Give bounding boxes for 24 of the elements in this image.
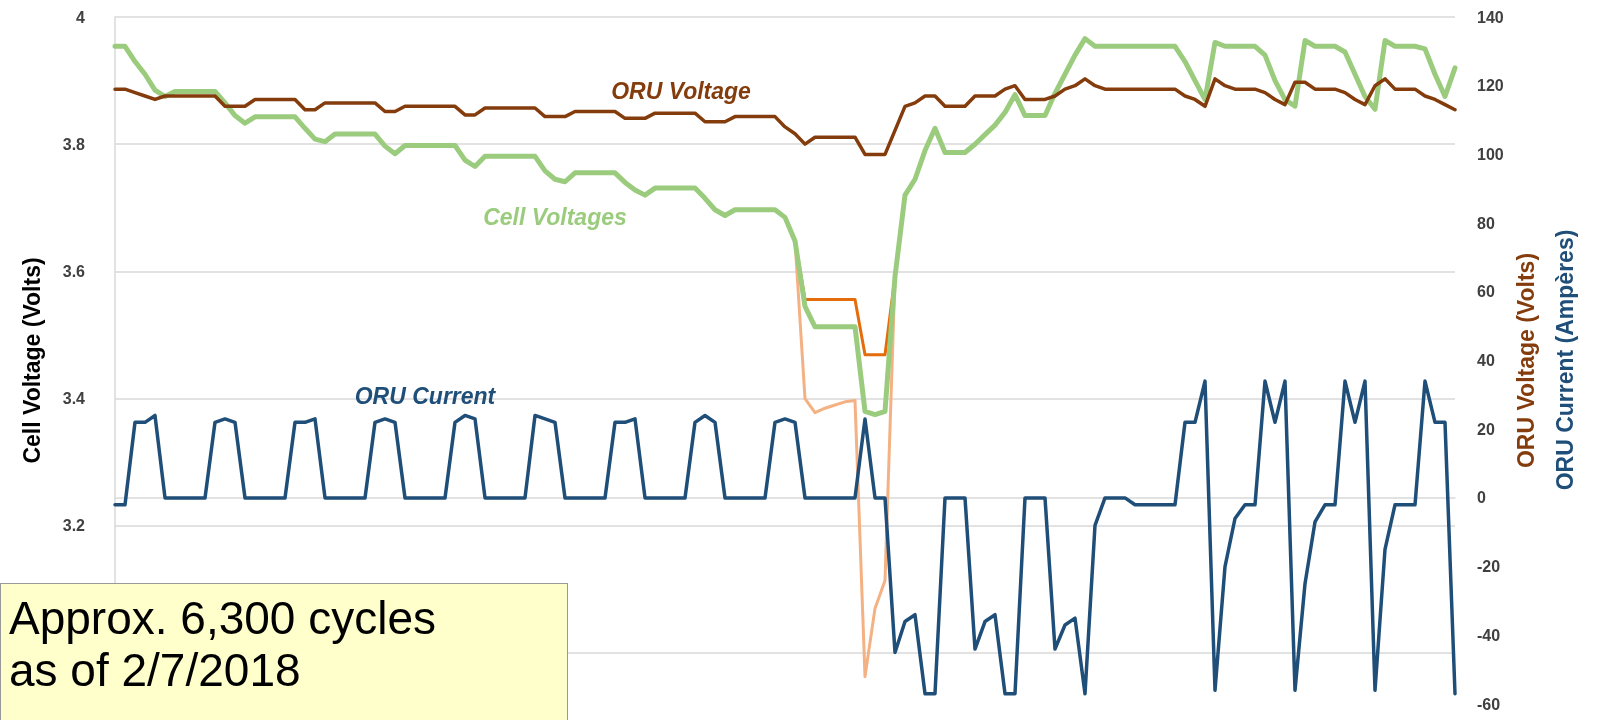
- y2-tick-label: 120: [1477, 77, 1504, 95]
- y2-tick-label: 40: [1477, 352, 1495, 369]
- y2-tick-label: 140: [1477, 8, 1504, 26]
- y-axis-title: Cell Voltage (Volts): [18, 257, 45, 464]
- y2-tick-label: 60: [1477, 283, 1495, 301]
- y2-tick-label: 80: [1477, 214, 1495, 232]
- y2-tick-label: 0: [1477, 489, 1486, 507]
- series-label: ORU Voltage: [611, 78, 752, 105]
- series-label: ORU Current: [354, 382, 497, 409]
- y2-tick-label: -20: [1477, 558, 1501, 576]
- annotation: Approx. 6,300 cycles as of 2/7/2018: [0, 583, 568, 720]
- y-tick-label: 4: [76, 8, 86, 26]
- y2-tick-label: -40: [1477, 626, 1501, 644]
- y-tick-label: 3.8: [62, 135, 86, 153]
- line-series: [113, 77, 1457, 157]
- y-tick-label: 3.4: [62, 390, 86, 408]
- y2-tick-label: -60: [1477, 695, 1501, 713]
- y-tick-label: 3.2: [62, 517, 86, 535]
- series-label: Cell Voltages: [483, 204, 627, 231]
- y-tick-label: 3.6: [62, 262, 86, 280]
- y2-tick-label: 20: [1477, 420, 1495, 438]
- text: ORU Current (Ampères): [1551, 229, 1579, 491]
- y2-axis-title: ORU Voltage (Volts): [1513, 252, 1540, 469]
- y2-tick-label: 100: [1477, 145, 1504, 163]
